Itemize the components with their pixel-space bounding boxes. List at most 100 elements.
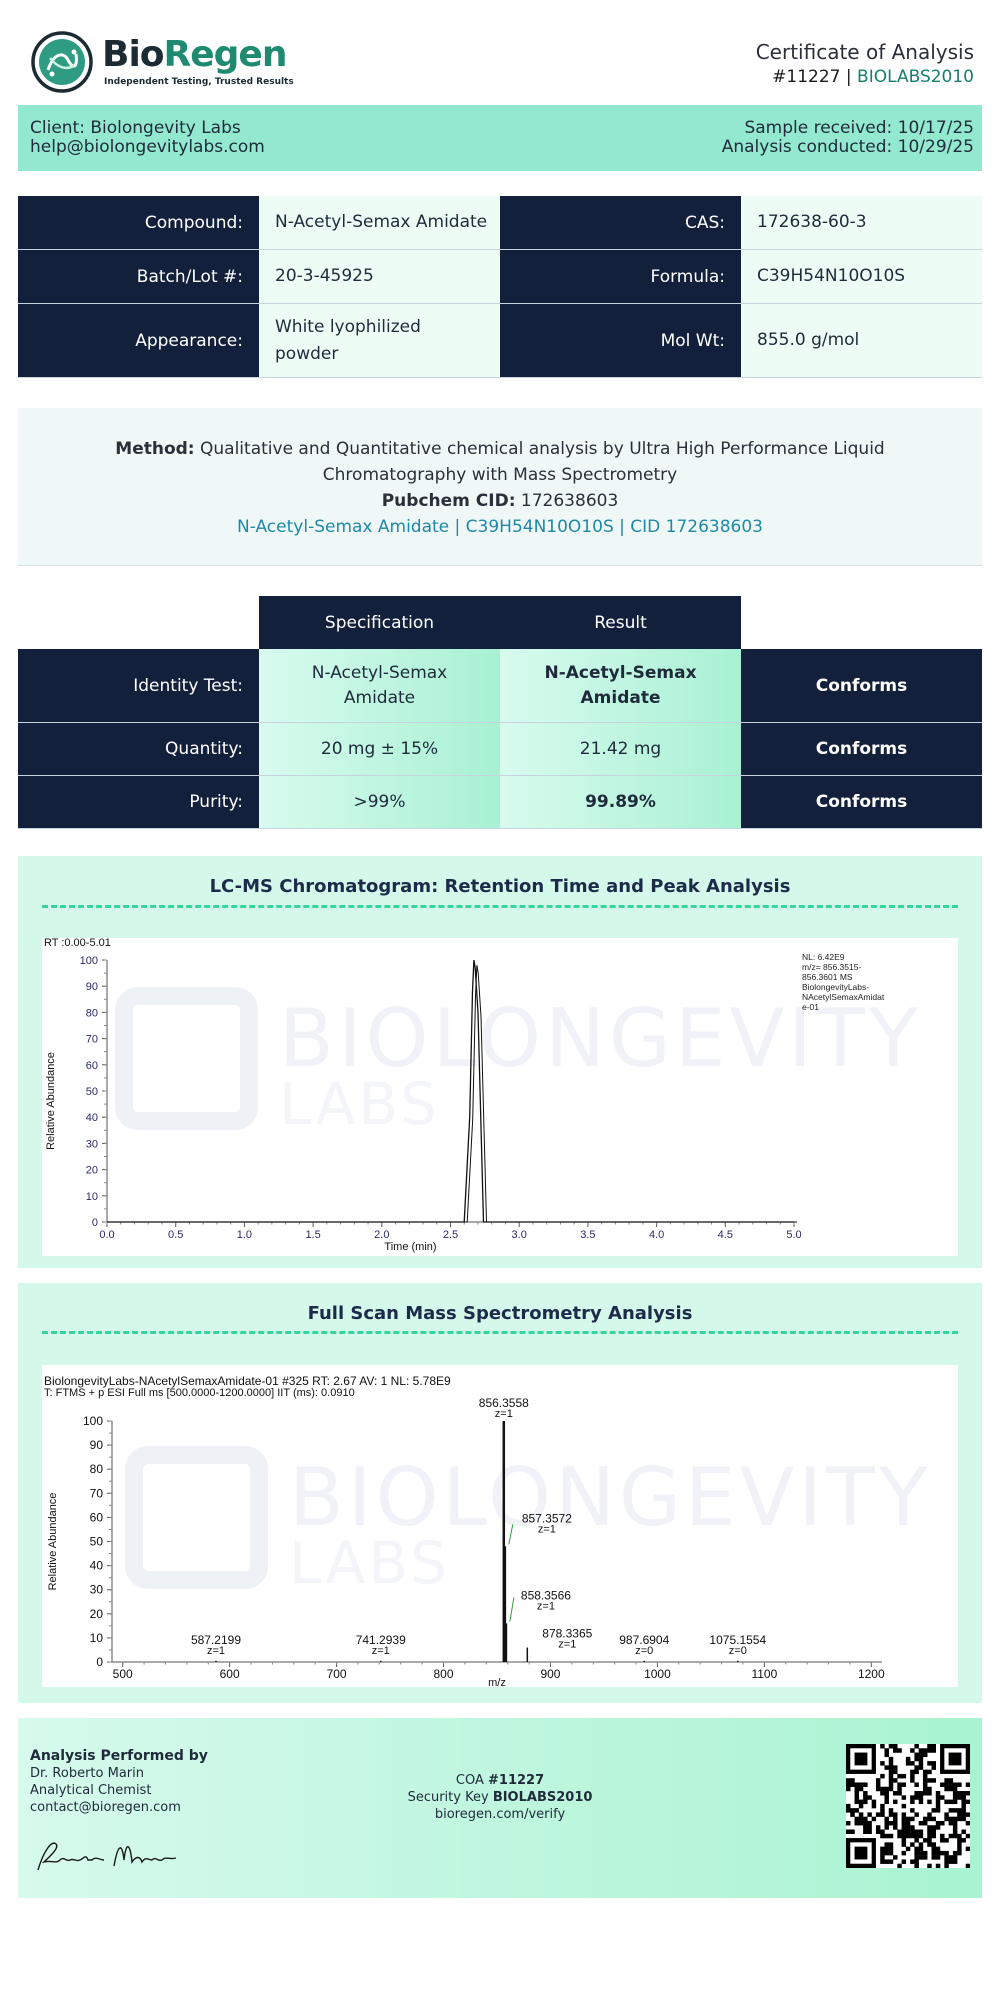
qr-module (905, 1846, 911, 1852)
qr-module (965, 1833, 971, 1839)
table-row: Quantity: 20 mg ± 15% 21.42 mg Conforms (18, 723, 982, 776)
qr-module (927, 1825, 932, 1830)
qr-module (901, 1838, 907, 1843)
qr-module (893, 1825, 898, 1830)
verify-url[interactable]: bioregen.com/verify (434, 1807, 566, 1822)
qr-module (961, 1799, 966, 1805)
y-tick-label: 0 (96, 1655, 103, 1669)
qr-module (918, 1850, 924, 1856)
qr-finder-core (854, 1846, 868, 1860)
qr-module (957, 1812, 962, 1817)
y-tick-label: 40 (90, 1559, 104, 1573)
chromatogram-range-label: RT :0.00-5.01 (44, 938, 111, 949)
qr-module (940, 1838, 945, 1843)
qr-module (875, 1778, 881, 1783)
qr-module (901, 1842, 907, 1847)
qr-module (854, 1795, 860, 1800)
qr-module (927, 1791, 932, 1796)
molwt-label: Mol Wt: (500, 304, 741, 377)
qr-module (884, 1748, 889, 1753)
qr-module (914, 1855, 919, 1860)
qr-module (935, 1825, 941, 1830)
qr-module (888, 1778, 894, 1783)
qr-module (880, 1773, 885, 1779)
qr-module (858, 1812, 864, 1817)
identity-status: Conforms (741, 649, 982, 722)
peak-charge-label: z=0 (635, 1645, 653, 1657)
qr-module (940, 1850, 945, 1856)
qr-module (922, 1778, 928, 1783)
client-name: Client: Biolongevity Labs (30, 118, 241, 138)
compound-label: Compound: (18, 196, 259, 249)
qr-module (863, 1825, 868, 1830)
qr-module (957, 1791, 962, 1796)
sample-dates: Sample received: 10/17/25 Analysis condu… (722, 119, 974, 157)
qr-module (952, 1833, 958, 1839)
identity-result: N-Acetyl-Semax Amidate (500, 649, 741, 722)
qr-module (910, 1833, 915, 1839)
pubchem-line: Pubchem CID: 172638603 (18, 488, 982, 514)
qr-module (935, 1846, 941, 1852)
qr-module (884, 1850, 889, 1856)
qr-module (914, 1838, 919, 1843)
qr-module (940, 1833, 945, 1839)
qr-module (897, 1833, 902, 1839)
qr-module (888, 1773, 894, 1779)
watermark-logo-icon (125, 1446, 268, 1589)
qr-module (961, 1808, 966, 1813)
pubchem-link[interactable]: N-Acetyl-Semax Amidate | C39H54N10O10S |… (237, 517, 763, 537)
batch-value: 20-3-45925 (259, 250, 500, 303)
x-tick-label: 1.5 (305, 1229, 320, 1241)
y-tick-label: 60 (86, 1060, 98, 1072)
qr-module (957, 1846, 962, 1852)
qr-module (914, 1850, 919, 1856)
mass-spec-peak (503, 1546, 507, 1662)
qr-module (914, 1756, 919, 1762)
method-section: Method: Qualitative and Quantitative che… (18, 408, 982, 566)
qr-module (952, 1859, 958, 1864)
qr-module (918, 1761, 924, 1766)
qr-module (918, 1748, 924, 1753)
qr-module (901, 1812, 907, 1817)
qr-module (944, 1855, 949, 1860)
qr-module (863, 1816, 868, 1822)
qr-module (905, 1820, 911, 1826)
x-tick-label: 1200 (858, 1667, 885, 1681)
qr-module (918, 1820, 924, 1826)
qr-module (880, 1812, 885, 1817)
mass-spec-peak (526, 1647, 529, 1662)
y-tick-label: 50 (90, 1535, 104, 1549)
peak-mz-label: 858.3566 (521, 1588, 571, 1602)
qr-module (910, 1816, 915, 1822)
qr-module (858, 1820, 864, 1826)
qr-module (965, 1863, 971, 1869)
qr-module (910, 1842, 915, 1847)
qr-module (918, 1752, 924, 1758)
qr-module (884, 1859, 889, 1864)
qr-module (935, 1855, 941, 1860)
qr-module (888, 1765, 894, 1770)
x-tick-label: 4.0 (649, 1229, 664, 1241)
qr-module (948, 1820, 954, 1826)
qr-module (922, 1748, 928, 1753)
qr-module (888, 1808, 894, 1813)
qr-module (880, 1829, 885, 1834)
qr-module (918, 1846, 924, 1852)
qr-module (871, 1816, 877, 1822)
verification-qr-code[interactable] (846, 1744, 971, 1869)
qr-module (931, 1765, 936, 1770)
qr-module (922, 1855, 928, 1860)
qr-code-icon (846, 1744, 971, 1869)
chromatogram-divider (42, 905, 958, 908)
qr-module (897, 1782, 902, 1787)
qr-module (854, 1791, 860, 1796)
qr-module (884, 1842, 889, 1847)
qr-module (893, 1799, 898, 1805)
qr-module (927, 1833, 932, 1839)
analyst-email[interactable]: contact@bioregen.com (30, 1800, 181, 1815)
qr-module (888, 1833, 894, 1839)
y-tick-label: 30 (90, 1583, 104, 1597)
qr-module (901, 1803, 907, 1809)
qr-module (910, 1799, 915, 1805)
